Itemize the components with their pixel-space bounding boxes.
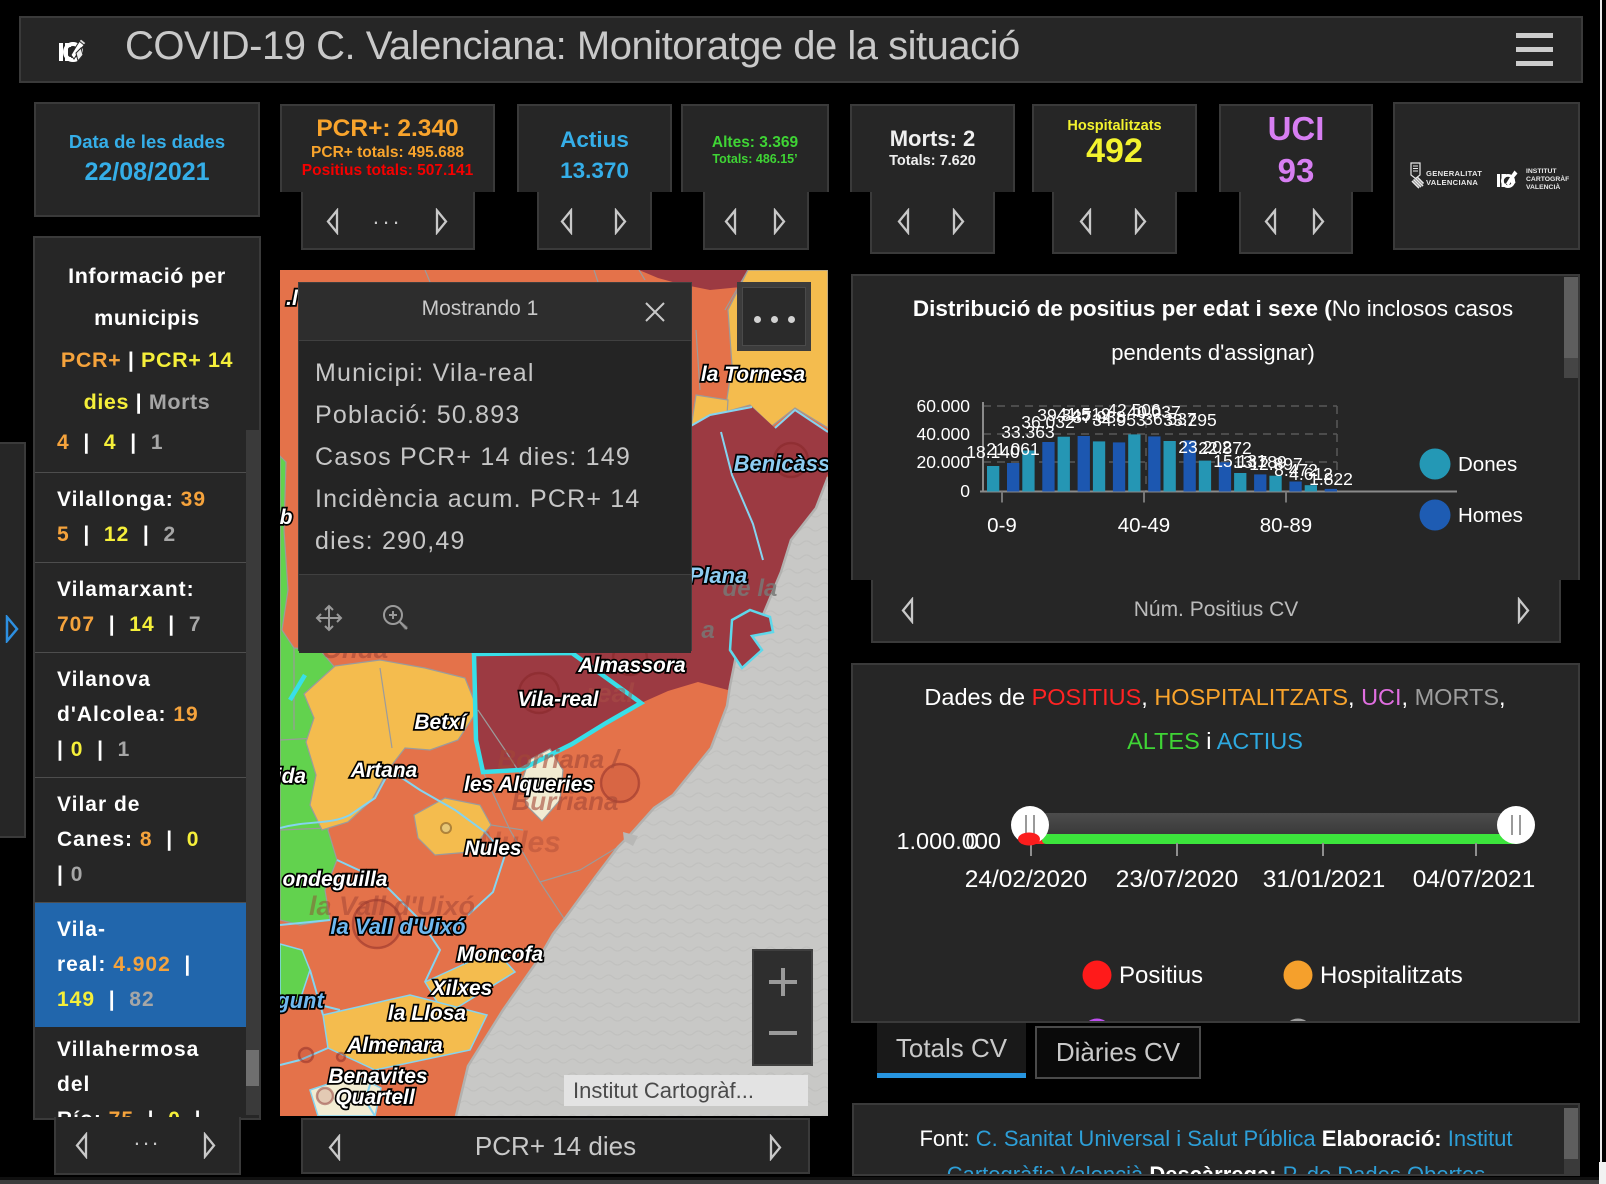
svg-text:36.537: 36.537 <box>1143 409 1197 429</box>
svg-text:.l: .l <box>286 287 299 310</box>
svg-text:33.295: 33.295 <box>1163 410 1217 430</box>
svg-text:ondeguilla: ondeguilla <box>283 868 388 891</box>
svg-text:40-49: 40-49 <box>1118 514 1170 537</box>
svg-text:4.612: 4.612 <box>1289 464 1333 484</box>
svg-text:Almassora: Almassora <box>577 654 686 677</box>
svg-text:la Tornesa: la Tornesa <box>701 363 806 386</box>
svg-text:37.938: 37.938 <box>1072 407 1126 427</box>
svg-text:36.032: 36.032 <box>1021 412 1075 432</box>
svg-text:Artana: Artana <box>350 759 418 782</box>
svg-text:18.140: 18.140 <box>966 442 1020 462</box>
svg-text:Positius: Positius <box>1119 962 1203 989</box>
svg-text:23.202: 23.202 <box>1178 437 1232 457</box>
svg-text:lida: lida <box>280 765 306 788</box>
svg-text:Moncofa: Moncofa <box>457 943 544 966</box>
svg-text:8.472: 8.472 <box>1274 460 1318 480</box>
svg-text:pendents d'assignar): pendents d'assignar) <box>1111 340 1315 365</box>
svg-text:la Vall d'Uixó: la Vall d'Uixó <box>330 914 465 939</box>
svg-text:24/02/2020: 24/02/2020 <box>965 866 1088 893</box>
svg-text:33.363: 33.363 <box>1001 422 1055 442</box>
svg-text:31/01/2021: 31/01/2021 <box>1263 866 1386 893</box>
svg-text:la Vall d'Uixó: la Vall d'Uixó <box>309 891 475 921</box>
svg-text:Borriana /: Borriana / <box>497 744 621 774</box>
svg-text:b: b <box>280 506 293 529</box>
svg-text:Dones: Dones <box>1458 453 1517 476</box>
svg-text:CARTOGRÀFIC: CARTOGRÀFIC <box>1526 174 1569 183</box>
svg-text:1.822: 1.822 <box>1309 469 1353 489</box>
svg-text:40.000: 40.000 <box>916 424 970 444</box>
svg-text:80-89: 80-89 <box>1260 514 1312 537</box>
svg-text:VALENCIÀ: VALENCIÀ <box>1526 182 1560 191</box>
svg-text:34.953: 34.953 <box>1092 410 1146 430</box>
svg-text:Xilxes: Xilxes <box>431 977 493 1000</box>
svg-text:Benavites: Benavites <box>328 1065 427 1088</box>
svg-text:39.345: 39.345 <box>1037 405 1091 425</box>
svg-text:15.131: 15.131 <box>1213 451 1267 471</box>
svg-text:0: 0 <box>965 828 978 854</box>
svg-text:VALENCIANA: VALENCIANA <box>1426 178 1478 187</box>
svg-text:0-9: 0-9 <box>987 514 1017 537</box>
svg-text:Betxí: Betxí <box>414 711 469 734</box>
svg-text:Dades de POSITIUS, HOSPITALITZ: Dades de POSITIUS, HOSPITALITZATS, UCI, … <box>924 684 1505 710</box>
svg-text:ALTES i ACTIUS: ALTES i ACTIUS <box>1127 728 1303 754</box>
svg-text:22.872: 22.872 <box>1198 438 1252 458</box>
svg-text:INSTITUT: INSTITUT <box>1526 168 1557 175</box>
svg-text:Quartell: Quartell <box>335 1086 416 1109</box>
svg-text:Plana: Plana <box>689 563 748 588</box>
svg-text:GENERALITAT: GENERALITAT <box>1426 169 1482 178</box>
svg-text:les Alqueries: les Alqueries <box>464 773 594 796</box>
svg-text:21.061: 21.061 <box>986 439 1040 459</box>
svg-text:Benicàssi: Benicàssi <box>734 451 828 476</box>
svg-text:Nules: Nules <box>479 826 561 859</box>
svg-text:Vila-real: Vila-real <box>518 688 600 711</box>
svg-text:a: a <box>701 617 714 644</box>
svg-text:60.000: 60.000 <box>916 396 970 416</box>
svg-text:12.897: 12.897 <box>1249 454 1303 474</box>
svg-text:Nules: Nules <box>464 837 521 860</box>
svg-text:04/07/2021: 04/07/2021 <box>1413 866 1536 893</box>
svg-text:40.037: 40.037 <box>1127 402 1181 422</box>
svg-text:Almenara: Almenara <box>346 1034 443 1057</box>
svg-text:real: real <box>586 678 635 708</box>
svg-text:42.506: 42.506 <box>1107 400 1161 420</box>
svg-text:Homes: Homes <box>1458 504 1523 527</box>
svg-text:Hospitalitzats: Hospitalitzats <box>1320 962 1463 989</box>
svg-text:20.000: 20.000 <box>916 452 970 472</box>
svg-text:gunt: gunt <box>280 988 325 1013</box>
svg-text:23/07/2020: 23/07/2020 <box>1116 866 1239 893</box>
svg-text:la Llosa: la Llosa <box>388 1002 467 1025</box>
svg-text:Distribució de positius per ed: Distribució de positius per edat i sexe … <box>913 296 1513 321</box>
svg-text:Burriana: Burriana <box>512 786 619 816</box>
svg-text:13.789: 13.789 <box>1233 452 1287 472</box>
svg-text:0: 0 <box>960 481 970 501</box>
svg-text:41.519: 41.519 <box>1057 404 1111 424</box>
svg-text:de la: de la <box>723 575 778 602</box>
svg-text:1.000.000: 1.000.000 <box>896 828 1001 854</box>
